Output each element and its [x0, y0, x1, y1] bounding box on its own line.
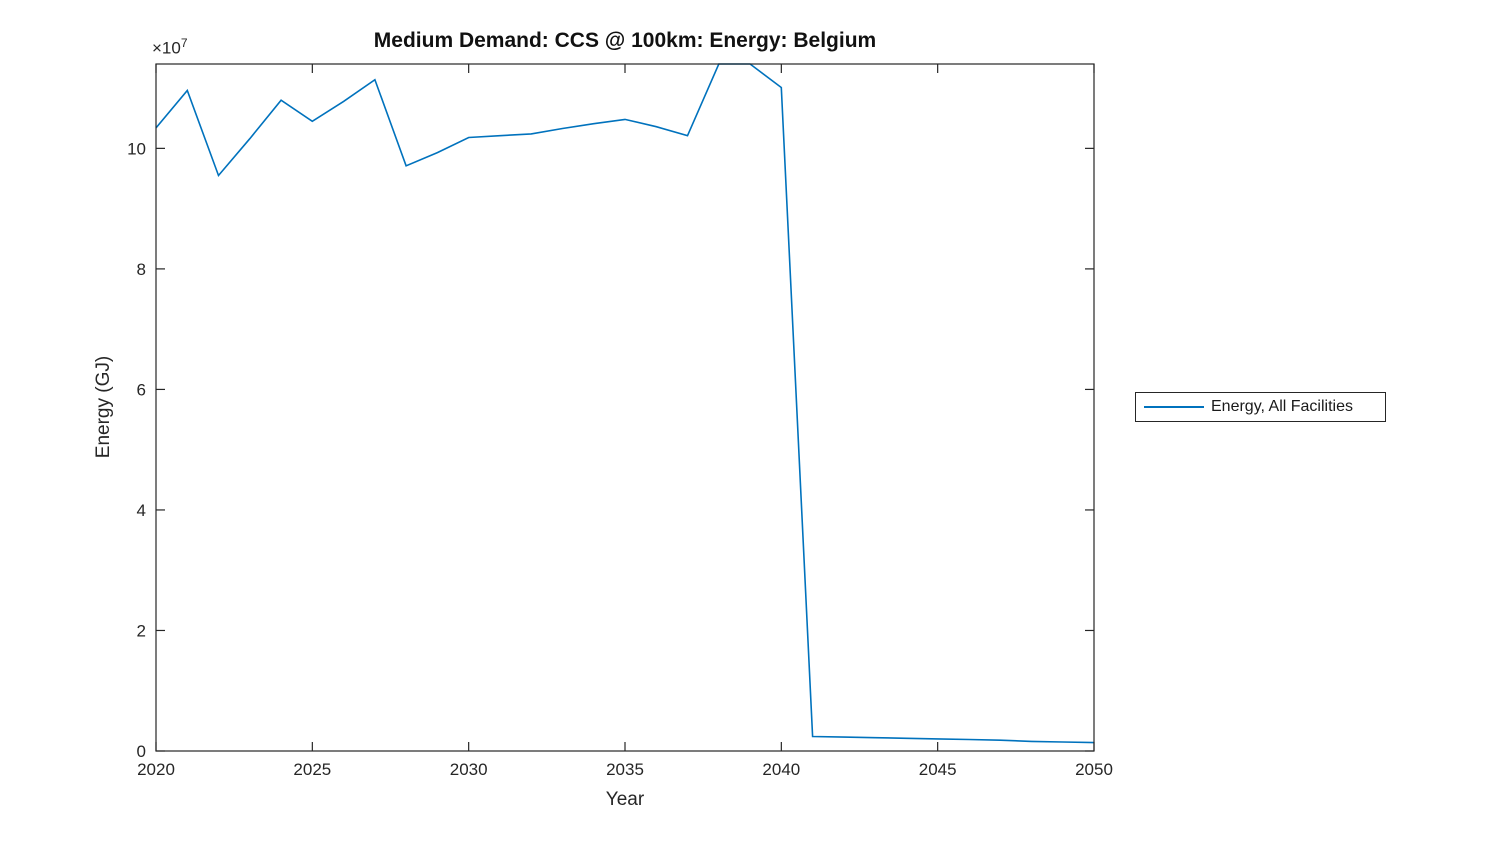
plot-frame [155, 63, 1095, 752]
legend-line-sample-icon [1144, 406, 1204, 408]
energy-series-line [155, 63, 1095, 744]
y-axis-exponent-base: ×10 [152, 38, 181, 58]
x-tick-label-2040: 2040 [762, 760, 800, 779]
y-tick-label-6: 6 [137, 380, 146, 399]
y-tick-label-10: 10 [127, 139, 146, 158]
y-axis-label: Energy (GJ) [93, 355, 114, 459]
y-axis-exponent: ×107 [152, 36, 188, 59]
x-tick-label-2035: 2035 [606, 760, 644, 779]
y-tick-label-0: 0 [137, 742, 146, 761]
x-axis-label: Year [605, 789, 645, 810]
y-tick-label-4: 4 [137, 501, 146, 520]
x-tick-label-2045: 2045 [919, 760, 957, 779]
y-axis-exponent-power: 7 [180, 36, 188, 50]
x-tick-label-2050: 2050 [1075, 760, 1113, 779]
chart-title: Medium Demand: CCS @ 100km: Energy: Belg… [373, 29, 877, 52]
x-tick-label-2030: 2030 [450, 760, 488, 779]
legend-box: Energy, All Facilities [1135, 392, 1386, 422]
x-tick-label-2025: 2025 [293, 760, 331, 779]
legend-entry-label: Energy, All Facilities [1211, 398, 1353, 415]
y-tick-label-8: 8 [137, 260, 146, 279]
x-tick-label-2020: 2020 [137, 760, 175, 779]
y-tick-label-2: 2 [137, 621, 146, 640]
